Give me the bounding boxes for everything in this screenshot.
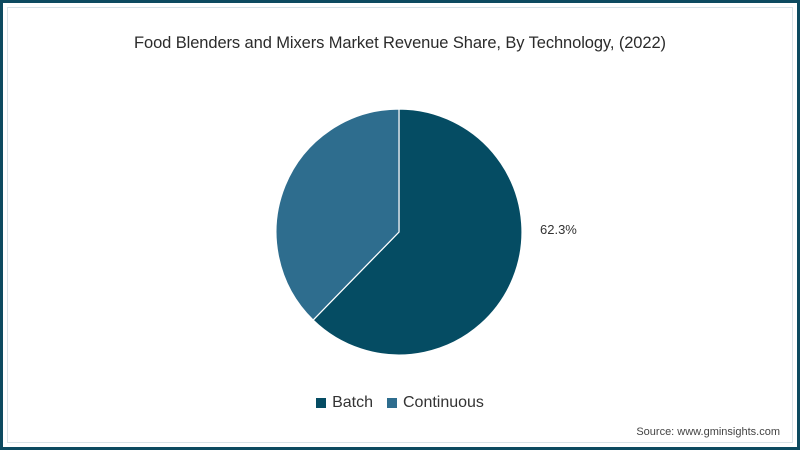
legend-item-batch: Batch [316, 394, 373, 412]
batch-swatch-icon [316, 398, 327, 408]
chart-inner-border [7, 7, 793, 443]
legend-label: Continuous [402, 394, 484, 411]
continuous-swatch-icon [386, 398, 397, 408]
pie-slice-continuous [275, 108, 400, 321]
legend-label: Batch [332, 394, 373, 411]
chart-title: Food Blenders and Mixers Market Revenue … [134, 34, 666, 52]
batch-data-label: 62.3% [540, 222, 577, 237]
legend-item-continuous: Continuous [386, 394, 484, 412]
source-note: Source: www.gminsights.com [636, 426, 780, 438]
pie-slice-batch [312, 108, 523, 356]
legend: Batch Continuous [0, 394, 800, 412]
